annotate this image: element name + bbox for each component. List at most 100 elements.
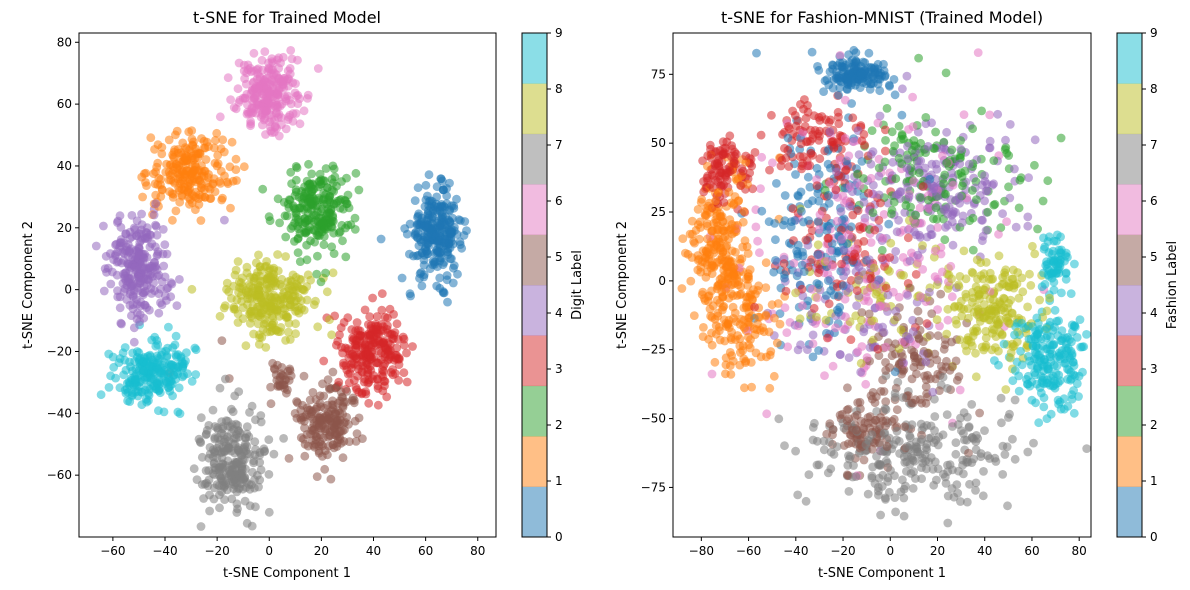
scatter-point <box>887 351 897 361</box>
scatter-point <box>855 181 865 191</box>
scatter-point <box>197 452 207 462</box>
scatter-point <box>901 201 911 210</box>
scatter-point <box>933 440 943 450</box>
scatter-point <box>371 324 381 334</box>
scatter-point <box>740 383 749 393</box>
scatter-point <box>919 422 929 432</box>
scatter-point <box>866 238 876 247</box>
scatter-point <box>159 407 169 417</box>
scatter-point <box>295 257 305 266</box>
scatter-point <box>822 226 832 236</box>
scatter-point <box>942 127 951 137</box>
scatter-point <box>943 284 953 293</box>
scatter-point <box>940 235 950 245</box>
scatter-point <box>373 381 383 391</box>
scatter-point <box>908 455 918 465</box>
scatter-point <box>258 184 268 194</box>
scatter-point <box>739 206 749 216</box>
scatter-point <box>1077 342 1087 352</box>
scatter-point <box>892 227 902 237</box>
scatter-point <box>927 309 937 318</box>
scatter-point <box>354 185 364 195</box>
scatter-point <box>311 439 320 449</box>
scatter-point <box>807 284 817 294</box>
scatter-point <box>380 377 390 386</box>
scatter-point <box>283 366 293 376</box>
scatter-point <box>840 95 850 105</box>
scatter-point <box>1022 374 1031 384</box>
scatter-point <box>981 258 991 267</box>
scatter-point <box>173 350 183 359</box>
scatter-point <box>740 236 750 246</box>
scatter-point <box>793 321 803 331</box>
scatter-point <box>1066 375 1075 385</box>
scatter-point <box>336 387 346 397</box>
scatter-point <box>892 426 902 436</box>
scatter-point <box>193 148 203 158</box>
scatter-point <box>971 372 981 382</box>
scatter-point <box>435 224 445 233</box>
scatter-point <box>771 235 780 245</box>
scatter-point <box>109 362 119 372</box>
scatter-point <box>133 278 143 288</box>
scatter-point <box>194 194 204 204</box>
scatter-point <box>275 218 284 228</box>
scatter-point <box>969 454 978 464</box>
scatter-point <box>1004 151 1014 160</box>
scatter-point <box>750 302 759 312</box>
scatter-point <box>378 365 387 375</box>
scatter-point <box>736 289 746 299</box>
scatter-point <box>1023 212 1033 222</box>
scatter-point <box>1041 333 1051 343</box>
scatter-point <box>319 232 329 241</box>
scatter-point <box>736 181 746 191</box>
scatter-point <box>833 107 843 117</box>
scatter-point <box>947 274 956 284</box>
scatter-point <box>234 387 244 396</box>
scatter-point <box>837 259 846 269</box>
scatter-point <box>132 314 142 324</box>
scatter-point <box>705 250 714 259</box>
scatter-point <box>929 183 939 193</box>
scatter-point <box>803 161 813 171</box>
scatter-point <box>742 274 751 284</box>
scatter-point <box>738 217 748 227</box>
scatter-point <box>368 293 377 303</box>
scatter-point <box>773 299 783 308</box>
scatter-point <box>326 474 336 484</box>
scatter-point <box>286 276 296 285</box>
scatter-point <box>923 349 932 358</box>
scatter-point <box>1024 352 1033 361</box>
scatter-point <box>828 361 838 371</box>
scatter-point <box>731 159 740 169</box>
scatter-point <box>319 240 329 250</box>
scatter-point <box>943 384 952 393</box>
scatter-point <box>917 434 926 444</box>
colorbar-segment <box>522 285 547 336</box>
scatter-point <box>927 159 937 169</box>
scatter-point <box>211 135 220 145</box>
scatter-point <box>115 303 125 313</box>
scatter-point <box>273 327 283 337</box>
scatter-point <box>917 398 927 408</box>
scatter-point <box>844 230 854 240</box>
scatter-point <box>955 159 965 169</box>
scatter-point <box>217 462 227 472</box>
scatter-point <box>437 253 446 263</box>
scatter-point <box>864 296 873 306</box>
scatter-point <box>322 287 332 297</box>
scatter-point <box>765 165 774 175</box>
scatter-point <box>947 292 957 302</box>
scatter-point <box>892 405 902 415</box>
scatter-point <box>204 183 213 192</box>
scatter-point <box>908 484 918 493</box>
scatter-point <box>861 440 871 450</box>
scatter-point <box>217 195 227 205</box>
scatter-point <box>106 249 115 258</box>
scatter-point <box>308 425 318 435</box>
scatter-point <box>881 283 891 293</box>
scatter-point <box>930 412 940 421</box>
scatter-point <box>303 270 313 280</box>
scatter-point <box>976 449 986 458</box>
scatter-point <box>867 430 877 440</box>
